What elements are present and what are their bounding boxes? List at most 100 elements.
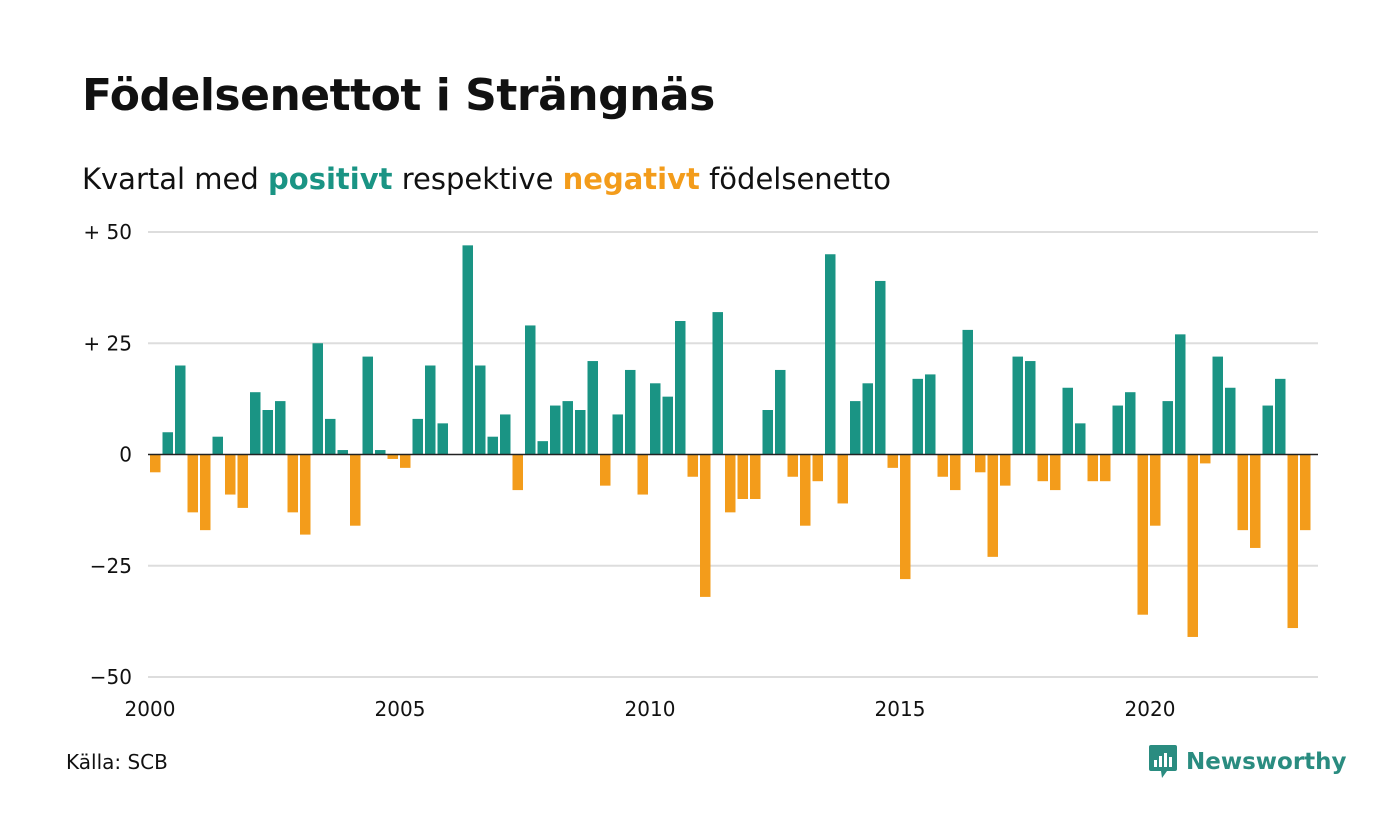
- bar-positive: [850, 401, 861, 455]
- bar-positive: [375, 450, 386, 455]
- bar-negative: [837, 454, 848, 504]
- bar-negative: [1250, 454, 1261, 548]
- source-credit: Källa: SCB: [66, 750, 168, 774]
- newsworthy-logo-text: Newsworthy: [1186, 749, 1347, 775]
- bar-negative: [700, 454, 711, 597]
- bar-positive: [437, 423, 448, 455]
- bar-negative: [787, 454, 798, 477]
- bar-positive: [662, 396, 673, 455]
- subtitle-text-end: födelsenetto: [699, 162, 891, 196]
- bar-positive: [312, 343, 323, 455]
- bar-negative: [937, 454, 948, 477]
- bar-positive: [337, 450, 348, 455]
- bar-negative: [300, 454, 311, 535]
- bar-positive: [912, 378, 923, 455]
- newsworthy-logo-icon: [1149, 745, 1177, 778]
- bar-positive: [575, 410, 586, 455]
- bar-positive: [412, 418, 423, 455]
- bar-positive: [612, 414, 623, 455]
- bar-positive: [925, 374, 936, 455]
- bar-negative: [975, 454, 986, 473]
- bar-positive: [862, 383, 873, 455]
- bar-positive: [212, 436, 223, 455]
- newsworthy-logo: Newsworthy: [1148, 744, 1347, 780]
- bar-negative: [812, 454, 823, 482]
- bar-negative: [1087, 454, 1098, 482]
- bar-positive: [250, 392, 261, 455]
- subtitle-text-start: Kvartal med: [82, 162, 269, 196]
- bar-positive: [537, 441, 548, 455]
- bar-positive: [1012, 356, 1023, 455]
- bar-positive: [325, 418, 336, 455]
- x-tick-label: 2020: [1125, 697, 1176, 721]
- bar-negative: [400, 454, 411, 468]
- subtitle-negative-word: negativt: [562, 162, 700, 196]
- bar-negative: [950, 454, 961, 491]
- bar-positive: [675, 321, 686, 455]
- bar-positive: [1075, 423, 1086, 455]
- bar-negative: [900, 454, 911, 580]
- bar-negative: [887, 454, 898, 468]
- bar-positive: [775, 369, 786, 455]
- bar-negative: [750, 454, 761, 499]
- bar-negative: [350, 454, 361, 526]
- bar-negative: [237, 454, 248, 508]
- chart-title: Födelsenettot i Strängnäs: [82, 70, 715, 121]
- y-tick-label: −50: [90, 665, 132, 689]
- bar-positive: [762, 410, 773, 455]
- bar-negative: [737, 454, 748, 499]
- bar-negative: [637, 454, 648, 495]
- bar-negative: [1287, 454, 1298, 629]
- bar-negative: [1150, 454, 1161, 526]
- x-tick-label: 2010: [625, 697, 676, 721]
- bar-negative: [1137, 454, 1148, 615]
- bar-positive: [1225, 387, 1236, 455]
- bar-negative: [1000, 454, 1011, 486]
- bar-positive: [587, 361, 598, 455]
- bar-positive: [525, 325, 536, 455]
- bar-negative: [1237, 454, 1248, 531]
- subtitle-positive-word: positivt: [268, 162, 393, 196]
- bar-positive: [475, 365, 486, 455]
- bar-negative: [1300, 454, 1311, 531]
- bar-positive: [825, 254, 836, 455]
- bar-positive: [487, 436, 498, 455]
- bar-negative: [512, 454, 523, 491]
- bar-positive: [875, 280, 886, 455]
- y-tick-label: 0: [119, 443, 132, 467]
- bar-positive: [1275, 378, 1286, 455]
- bar-negative: [800, 454, 811, 526]
- bar-positive: [550, 405, 561, 455]
- bar-positive: [650, 383, 661, 455]
- bar-negative: [1200, 454, 1211, 464]
- bar-positive: [1062, 387, 1073, 455]
- bar-negative: [1187, 454, 1198, 637]
- gridlines: [148, 231, 1318, 678]
- y-tick-label: −25: [90, 554, 132, 578]
- bar-positive: [462, 245, 473, 455]
- y-tick-label: + 25: [83, 331, 132, 355]
- bar-positive: [1162, 401, 1173, 455]
- bar-positive: [1212, 356, 1223, 455]
- bar-positive: [500, 414, 511, 455]
- bar-positive: [262, 410, 273, 455]
- bar-negative: [1100, 454, 1111, 482]
- x-tick-label: 2015: [875, 697, 926, 721]
- bar-positive: [1175, 334, 1186, 455]
- bar-negative: [187, 454, 198, 513]
- bar-negative: [600, 454, 611, 486]
- bar-positive: [962, 329, 973, 455]
- y-tick-label: + 50: [83, 220, 132, 244]
- bar-negative: [1037, 454, 1048, 482]
- bar-positive: [425, 365, 436, 455]
- bar-negative: [687, 454, 698, 477]
- bar-positive: [562, 401, 573, 455]
- bar-negative: [287, 454, 298, 513]
- bar-positive: [175, 365, 186, 455]
- bar-positive: [1025, 361, 1036, 455]
- x-tick-label: 2005: [375, 697, 426, 721]
- bar-positive: [275, 401, 286, 455]
- bar-positive: [712, 312, 723, 455]
- bar-negative: [725, 454, 736, 513]
